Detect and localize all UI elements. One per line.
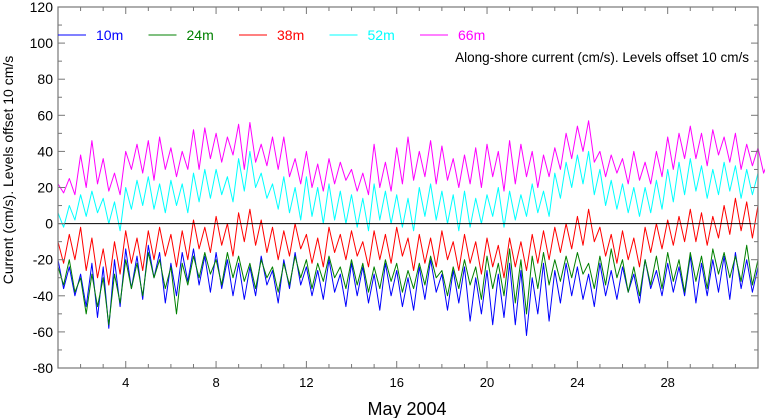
series-line-38m [57,197,759,286]
legend: 10m 24m 38m 52m 66m [58,27,485,43]
series-layer [57,120,765,336]
legend-label-24m: 24m [187,27,214,43]
x-tick-label: 4 [122,375,129,390]
x-tick-label: 8 [212,375,219,390]
series-line-24m [57,244,759,326]
legend-label-52m: 52m [368,27,395,43]
y-tick-label: -20 [33,252,53,268]
y-tick-label: -80 [33,360,53,376]
x-tick-label: 16 [389,375,403,390]
y-tick-label: 60 [37,107,53,123]
series-line-52m [57,150,759,232]
y-tick-label: 20 [37,180,53,196]
ticks-layer: 4 8 12 16 20 24 28 -80 -60 -40 -20 0 20 40 60 80 100 120 [30,0,759,390]
x-tick-label: 20 [480,375,494,390]
legend-label-38m: 38m [277,27,304,43]
y-tick-label: 100 [30,35,54,51]
y-tick-label: 120 [30,0,54,15]
y-axis-label: Current (cm/s). Levels offset 10 cm/s [0,56,16,284]
y-tick-label: 40 [37,143,53,159]
legend-label-10m: 10m [96,27,123,43]
x-axis-label: May 2004 [367,399,446,418]
series-line-66m [57,120,765,196]
x-tick-label: 24 [570,375,584,390]
y-tick-label: -60 [33,324,53,340]
x-tick-label: 12 [299,375,313,390]
x-tick-label: 28 [660,375,674,390]
chart-annotation: Along-shore current (cm/s). Levels offse… [455,50,749,65]
y-tick-label: 0 [45,216,53,232]
series-line-10m [57,244,759,336]
y-tick-label: -40 [33,288,53,304]
legend-label-66m: 66m [458,27,485,43]
y-tick-label: 80 [37,71,53,87]
